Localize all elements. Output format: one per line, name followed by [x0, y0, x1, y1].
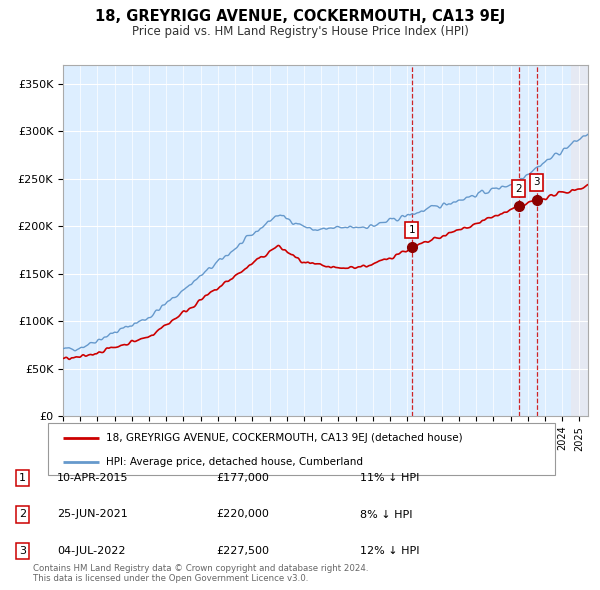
Text: HPI: Average price, detached house, Cumberland: HPI: Average price, detached house, Cumb… — [106, 457, 364, 467]
Text: 1: 1 — [19, 473, 26, 483]
Text: £220,000: £220,000 — [216, 510, 269, 519]
Text: 2: 2 — [515, 183, 522, 194]
Text: Price paid vs. HM Land Registry's House Price Index (HPI): Price paid vs. HM Land Registry's House … — [131, 25, 469, 38]
Text: Contains HM Land Registry data © Crown copyright and database right 2024.
This d: Contains HM Land Registry data © Crown c… — [33, 563, 368, 583]
Text: 3: 3 — [533, 178, 540, 188]
Text: 18, GREYRIGG AVENUE, COCKERMOUTH, CA13 9EJ: 18, GREYRIGG AVENUE, COCKERMOUTH, CA13 9… — [95, 9, 505, 24]
Text: 11% ↓ HPI: 11% ↓ HPI — [360, 473, 419, 483]
Text: 18, GREYRIGG AVENUE, COCKERMOUTH, CA13 9EJ (detached house): 18, GREYRIGG AVENUE, COCKERMOUTH, CA13 9… — [106, 432, 463, 442]
Text: £227,500: £227,500 — [216, 546, 269, 556]
Text: 04-JUL-2022: 04-JUL-2022 — [57, 546, 125, 556]
Text: 25-JUN-2021: 25-JUN-2021 — [57, 510, 128, 519]
Text: 2: 2 — [19, 510, 26, 519]
Text: 3: 3 — [19, 546, 26, 556]
Bar — [571, 65, 588, 416]
Text: 12% ↓ HPI: 12% ↓ HPI — [360, 546, 419, 556]
Text: 8% ↓ HPI: 8% ↓ HPI — [360, 510, 413, 519]
Text: £177,000: £177,000 — [216, 473, 269, 483]
FancyBboxPatch shape — [48, 423, 555, 475]
Text: 10-APR-2015: 10-APR-2015 — [57, 473, 128, 483]
Text: 1: 1 — [409, 225, 415, 235]
